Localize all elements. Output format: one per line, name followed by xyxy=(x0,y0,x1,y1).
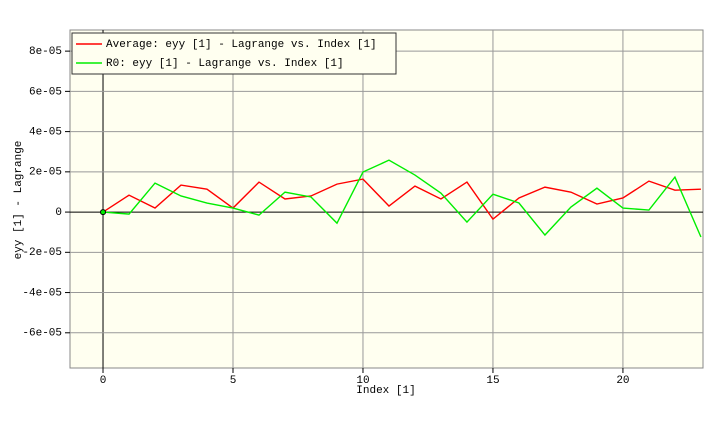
x-tick-label: 10 xyxy=(356,375,369,387)
y-tick-label: -6e-05 xyxy=(22,328,62,340)
legend: Average: eyy [1] - Lagrange vs. Index [1… xyxy=(71,32,397,75)
y-tick-label: 6e-05 xyxy=(29,86,62,98)
x-tick-label: 15 xyxy=(486,375,499,387)
y-tick-label: 4e-05 xyxy=(29,127,62,139)
y-tick-label: 0 xyxy=(55,207,62,219)
y-axis-label: eyy [1] - Lagrange xyxy=(13,141,25,260)
series-layer xyxy=(100,159,702,238)
series-line xyxy=(102,178,701,221)
plot-area xyxy=(69,29,704,369)
x-tick-label: 0 xyxy=(100,375,107,387)
series-line xyxy=(102,159,702,238)
x-tick-label: 5 xyxy=(230,375,237,387)
legend-label: Average: eyy [1] - Lagrange vs. Index [1… xyxy=(106,39,377,51)
legend-box xyxy=(71,32,397,75)
y-tick-label: 2e-05 xyxy=(29,167,62,179)
x-tick-label: 20 xyxy=(616,375,629,387)
x-axis-label: Index [1] xyxy=(356,385,415,397)
y-tick-label: -2e-05 xyxy=(22,247,62,259)
y-tick-label: 8e-05 xyxy=(29,46,62,58)
y-tick-label: -4e-05 xyxy=(22,287,62,299)
point-marker xyxy=(100,209,107,216)
legend-label: R0: eyy [1] - Lagrange vs. Index [1] xyxy=(106,58,344,70)
